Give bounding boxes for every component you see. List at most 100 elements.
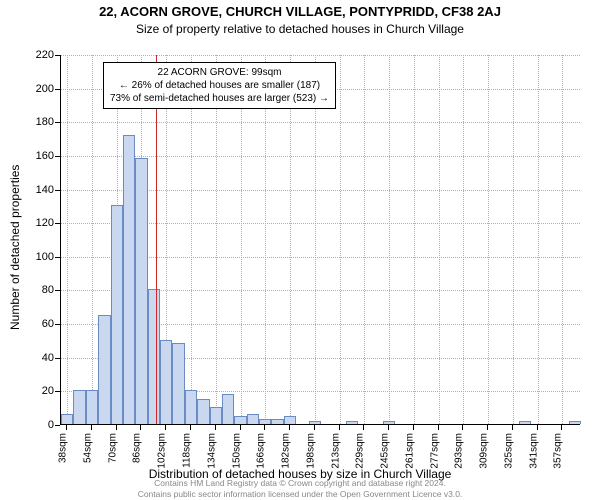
y-tick-label: 140	[14, 184, 54, 196]
x-tick-label: 357sqm	[553, 433, 564, 473]
histogram-bar	[123, 135, 135, 424]
histogram-bar	[210, 407, 222, 424]
x-tick-label: 86sqm	[132, 433, 143, 473]
y-tick-label: 20	[14, 385, 54, 397]
histogram-bar	[185, 390, 197, 424]
grid-line-v	[513, 55, 514, 424]
grid-line-v	[241, 55, 242, 424]
x-tick-mark	[438, 425, 439, 430]
grid-line-h	[61, 122, 580, 123]
histogram-bar	[197, 399, 209, 424]
x-tick-label: 277sqm	[429, 433, 440, 473]
grid-line-v	[389, 55, 390, 424]
y-tick-mark	[55, 55, 60, 56]
y-tick-mark	[55, 324, 60, 325]
x-tick-mark	[240, 425, 241, 430]
x-tick-mark	[512, 425, 513, 430]
histogram-bar	[73, 390, 85, 424]
histogram-bar	[135, 158, 147, 424]
histogram-bar	[383, 421, 395, 424]
reference-line	[156, 55, 157, 424]
grid-line-v	[92, 55, 93, 424]
y-tick-label: 120	[14, 217, 54, 229]
x-tick-mark	[462, 425, 463, 430]
x-tick-mark	[215, 425, 216, 430]
x-tick-label: 245sqm	[380, 433, 391, 473]
grid-line-v	[265, 55, 266, 424]
x-tick-mark	[289, 425, 290, 430]
x-tick-mark	[413, 425, 414, 430]
y-tick-label: 180	[14, 116, 54, 128]
plot-area	[60, 55, 580, 425]
x-tick-mark	[190, 425, 191, 430]
grid-line-v	[191, 55, 192, 424]
y-tick-mark	[55, 257, 60, 258]
x-tick-label: 198sqm	[305, 433, 316, 473]
y-tick-label: 200	[14, 83, 54, 95]
grid-line-v	[538, 55, 539, 424]
y-tick-label: 60	[14, 318, 54, 330]
histogram-bar	[222, 394, 234, 424]
histogram-bar	[284, 416, 296, 424]
y-tick-mark	[55, 358, 60, 359]
x-tick-label: 341sqm	[528, 433, 539, 473]
histogram-bar	[86, 390, 98, 424]
page-title: 22, ACORN GROVE, CHURCH VILLAGE, PONTYPR…	[0, 4, 600, 19]
histogram-bar	[259, 419, 271, 424]
chart-subtitle: Size of property relative to detached ho…	[0, 22, 600, 36]
y-tick-label: 100	[14, 251, 54, 263]
x-tick-mark	[116, 425, 117, 430]
grid-line-v	[439, 55, 440, 424]
y-tick-mark	[55, 122, 60, 123]
x-tick-label: 229sqm	[355, 433, 366, 473]
x-tick-label: 293sqm	[454, 433, 465, 473]
grid-line-v	[414, 55, 415, 424]
x-tick-label: 134sqm	[206, 433, 217, 473]
x-tick-label: 102sqm	[157, 433, 168, 473]
annotation-line-3: 73% of semi-detached houses are larger (…	[110, 92, 329, 105]
histogram-bar	[61, 414, 73, 424]
x-tick-mark	[388, 425, 389, 430]
histogram-bar	[160, 340, 172, 424]
y-tick-mark	[55, 425, 60, 426]
x-tick-mark	[314, 425, 315, 430]
x-tick-label: 70sqm	[107, 433, 118, 473]
histogram-bar	[309, 421, 321, 424]
annotation-box: 22 ACORN GROVE: 99sqm ← 26% of detached …	[103, 62, 336, 109]
grid-line-h	[61, 156, 580, 157]
histogram-bar	[148, 289, 160, 424]
x-tick-label: 309sqm	[479, 433, 490, 473]
credits: Contains HM Land Registry data © Crown c…	[0, 478, 600, 499]
x-tick-label: 182sqm	[281, 433, 292, 473]
histogram-bar	[111, 205, 123, 424]
histogram-bar	[519, 421, 531, 424]
y-tick-mark	[55, 290, 60, 291]
grid-line-v	[488, 55, 489, 424]
y-tick-label: 80	[14, 284, 54, 296]
x-tick-mark	[487, 425, 488, 430]
grid-line-h	[61, 55, 580, 56]
x-tick-mark	[537, 425, 538, 430]
grid-line-v	[364, 55, 365, 424]
x-tick-label: 54sqm	[82, 433, 93, 473]
annotation-line-1: 22 ACORN GROVE: 99sqm	[110, 66, 329, 79]
y-tick-mark	[55, 223, 60, 224]
y-tick-mark	[55, 156, 60, 157]
x-tick-mark	[561, 425, 562, 430]
x-tick-mark	[66, 425, 67, 430]
grid-line-v	[562, 55, 563, 424]
grid-line-v	[315, 55, 316, 424]
x-tick-label: 38sqm	[58, 433, 69, 473]
grid-line-v	[463, 55, 464, 424]
x-tick-mark	[264, 425, 265, 430]
y-tick-mark	[55, 190, 60, 191]
histogram-bar	[346, 421, 358, 424]
y-tick-label: 160	[14, 150, 54, 162]
x-tick-label: 261sqm	[404, 433, 415, 473]
credits-line-1: Contains HM Land Registry data © Crown c…	[154, 478, 446, 488]
annotation-line-2: ← 26% of detached houses are smaller (18…	[110, 79, 329, 92]
histogram-bar	[247, 414, 259, 424]
x-tick-label: 150sqm	[231, 433, 242, 473]
grid-line-v	[290, 55, 291, 424]
histogram-bar	[271, 419, 283, 424]
